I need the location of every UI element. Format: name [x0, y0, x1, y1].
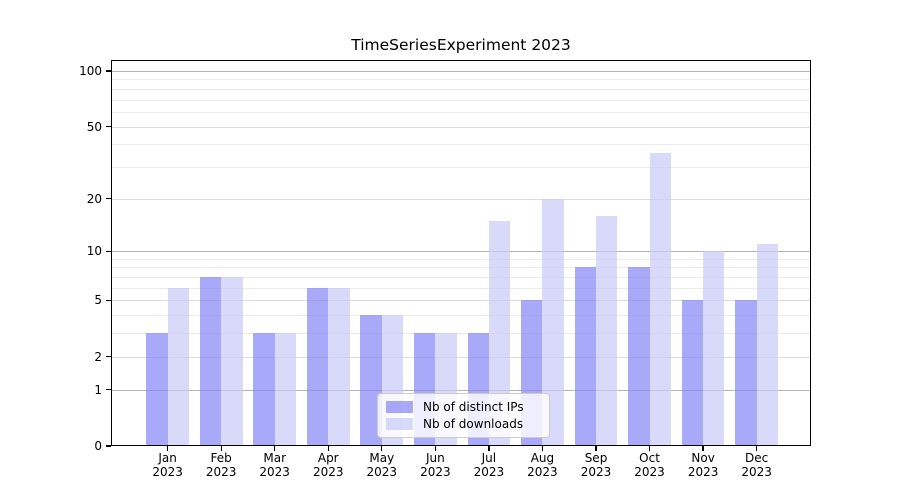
bar-distinct-ips-may — [360, 315, 382, 446]
y-tick-mark — [106, 125, 111, 128]
bar-downloads-jan — [167, 287, 189, 446]
gridline — [111, 300, 811, 302]
gridline — [111, 71, 811, 72]
bar-distinct-ips-nov — [681, 300, 704, 446]
gridline — [111, 356, 811, 358]
x-tick-label-apr: Apr 2023 — [312, 451, 344, 479]
minor-gridline — [111, 79, 811, 81]
gridline — [111, 198, 811, 200]
y-tick-mark — [106, 250, 111, 252]
minor-gridline — [111, 333, 811, 335]
minor-gridline — [111, 277, 811, 279]
minor-gridline — [111, 315, 811, 317]
y-tick-mark — [106, 299, 111, 302]
bar-downloads-aug — [542, 198, 564, 446]
legend-label-distinct-ips: Nb of distinct IPs — [423, 399, 524, 414]
bar-distinct-ips-oct — [628, 267, 650, 446]
bar-downloads-nov — [703, 251, 725, 446]
y-tick-mark — [106, 70, 111, 72]
chart-title: TimeSeriesExperiment 2023 — [351, 36, 571, 54]
x-tick-label-jun: Jun 2023 — [420, 451, 451, 479]
x-tick-mark — [274, 446, 276, 451]
x-tick-label-mar: Mar 2023 — [259, 451, 290, 479]
x-tick-label-sep: Sep 2023 — [580, 451, 612, 479]
x-tick-mark — [756, 446, 758, 451]
bar-distinct-ips-feb — [199, 277, 222, 446]
y-tick-mark — [106, 356, 111, 358]
x-tick-mark — [702, 446, 704, 451]
minor-gridline — [111, 166, 811, 168]
x-tick-label-dec: Dec 2023 — [741, 451, 772, 479]
legend-swatch-downloads — [386, 418, 413, 431]
minor-gridline — [111, 111, 811, 113]
y-tick-label: 50 — [86, 119, 102, 134]
x-tick-mark — [595, 446, 597, 451]
legend-item-downloads: Nb of downloads — [386, 416, 541, 434]
minor-gridline — [111, 287, 811, 289]
y-tick-label: 0 — [94, 439, 102, 453]
minor-gridline — [111, 99, 811, 101]
bar-downloads-feb — [221, 277, 243, 446]
legend: Nb of distinct IPs Nb of downloads — [377, 393, 550, 438]
x-tick-mark — [166, 446, 169, 451]
x-tick-label-may: May 2023 — [366, 451, 398, 479]
x-tick-mark — [648, 446, 651, 451]
bar-downloads-mar — [274, 333, 297, 446]
bar-distinct-ips-mar — [253, 333, 275, 446]
minor-gridline — [111, 258, 811, 260]
y-tick-label: 20 — [86, 191, 102, 206]
y-tick-mark — [106, 197, 111, 200]
gridline — [111, 251, 811, 253]
bar-distinct-ips-sep — [574, 267, 596, 446]
y-tick-label: 10 — [86, 244, 102, 259]
bar-downloads-sep — [596, 215, 618, 446]
x-tick-mark — [327, 446, 329, 451]
bar-distinct-ips-jan — [146, 333, 168, 446]
y-tick-mark — [106, 389, 111, 391]
x-tick-mark — [220, 446, 222, 451]
bar-downloads-apr — [328, 287, 350, 446]
legend-item-distinct-ips: Nb of distinct IPs — [386, 398, 541, 416]
x-tick-label-nov: Nov 2023 — [687, 451, 719, 479]
bar-distinct-ips-apr — [306, 287, 329, 446]
bar-downloads-jul — [488, 220, 511, 446]
bar-downloads-dec — [756, 244, 779, 446]
plot-area — [111, 60, 811, 446]
x-tick-mark — [541, 446, 544, 451]
y-tick-label: 1 — [94, 382, 102, 397]
gridline — [111, 126, 811, 128]
x-tick-mark — [434, 446, 436, 451]
x-tick-mark — [488, 446, 490, 451]
minor-gridline — [111, 267, 811, 269]
x-tick-label-feb: Feb 2023 — [205, 451, 237, 479]
bar-downloads-oct — [649, 152, 671, 446]
minor-gridline — [111, 88, 811, 90]
gridline — [111, 389, 811, 391]
minor-gridline — [111, 144, 811, 146]
y-tick-label: 5 — [94, 293, 102, 308]
x-tick-label-aug: Aug 2023 — [527, 451, 558, 479]
x-tick-mark — [381, 446, 383, 451]
legend-swatch-distinct-ips — [386, 400, 413, 413]
x-tick-label-jan: Jan 2023 — [152, 451, 183, 479]
y-tick-mark — [106, 445, 111, 447]
y-tick-label: 2 — [94, 349, 102, 364]
x-tick-label-jul: Jul 2023 — [473, 451, 505, 479]
x-tick-label-oct: Oct 2023 — [634, 451, 665, 479]
y-tick-label: 100 — [79, 64, 102, 78]
legend-label-downloads: Nb of downloads — [423, 417, 524, 432]
bar-distinct-ips-dec — [735, 300, 757, 446]
